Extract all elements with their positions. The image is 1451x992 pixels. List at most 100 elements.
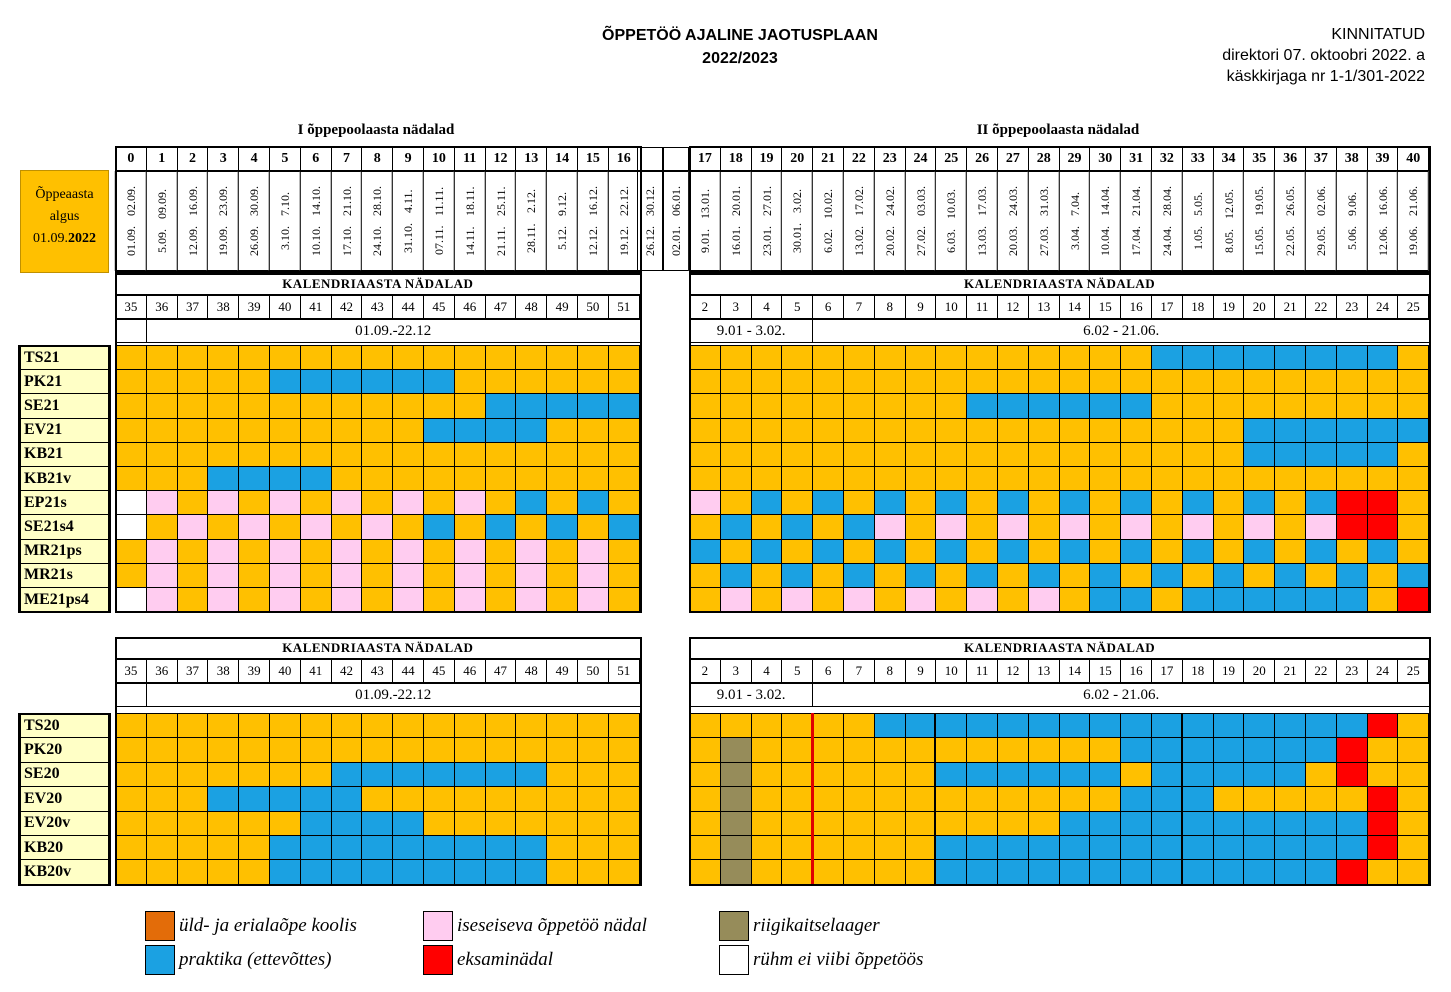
calendar-week-number: 5 — [781, 295, 814, 319]
schedule-cell — [145, 417, 178, 443]
study-week-number: 18 — [719, 147, 752, 171]
schedule-cell — [269, 441, 301, 467]
title-text: ÕPPETÖÖ AJALINE JAOTUSPLAAN — [602, 27, 878, 44]
schedule-cell — [1397, 393, 1430, 419]
calendar-week-number: 50 — [577, 659, 609, 683]
schedule-cell — [484, 761, 517, 788]
calendar-week-number: 19 — [1212, 295, 1245, 319]
schedule-cell — [1181, 562, 1214, 588]
schedule-cell — [330, 441, 363, 467]
schedule-cell — [176, 514, 209, 540]
first-semester-label: I õppepoolaasta nädalad — [297, 122, 455, 138]
group-label: PK21 — [20, 369, 109, 395]
schedule-cell — [1243, 345, 1276, 371]
group-label: KB21 — [20, 441, 109, 467]
second-semester-label: II õppepoolaasta nädalad — [976, 122, 1140, 138]
study-week-number: 38 — [1335, 147, 1368, 171]
schedule-cell — [781, 417, 814, 443]
schedule-cell — [607, 538, 640, 564]
calendar-week-number: 43 — [361, 659, 394, 683]
schedule-cell — [1089, 713, 1122, 739]
table2-frame-first — [115, 637, 642, 886]
calendar-week-number: 49 — [546, 659, 578, 683]
calendar-week-number: 14 — [1058, 295, 1091, 319]
schedule-cell — [453, 514, 486, 540]
schedule-cell — [1058, 345, 1091, 371]
schedule-cell — [966, 490, 998, 516]
group-label: KB21v — [20, 466, 109, 492]
week-end-date: 30.12. — [643, 186, 657, 216]
schedule-cell — [392, 713, 424, 739]
school-year-start-box: Õppeaasta algus 01.09.2022 — [20, 170, 109, 273]
schedule-cell — [873, 490, 906, 516]
legend-item: rühm ei viibi õppetöös — [719, 945, 923, 975]
schedule-cell — [515, 587, 548, 613]
schedule-cell — [484, 417, 517, 443]
schedule-cell — [1212, 713, 1245, 739]
schedule-cell — [1212, 562, 1245, 588]
schedule-cell — [361, 562, 394, 588]
schedule-cell — [115, 393, 147, 419]
schedule-cell — [423, 466, 455, 492]
schedule-cell — [1335, 761, 1368, 788]
calendar-week-number: 16 — [1120, 295, 1152, 319]
schedule-cell — [1212, 417, 1245, 443]
schedule-cell — [361, 737, 394, 763]
calendar-week-number: 37 — [176, 295, 209, 319]
schedule-cell — [484, 737, 517, 763]
orange-swatch — [145, 911, 175, 941]
calendar-week-number: 15 — [1089, 295, 1122, 319]
schedule-cell — [966, 369, 998, 395]
schedule-cell — [1027, 587, 1060, 613]
schedule-cell — [361, 587, 394, 613]
schedule-cell — [238, 345, 270, 371]
calendar-week-number: 3 — [719, 659, 752, 683]
schedule-cell — [392, 538, 424, 564]
schedule-cell — [1366, 466, 1399, 492]
calendar-week-number: 4 — [750, 659, 783, 683]
schedule-cell — [238, 417, 270, 443]
schedule-cell — [607, 514, 640, 540]
schedule-cell — [546, 538, 578, 564]
schedule-cell — [935, 345, 968, 371]
schedule-cell — [330, 490, 363, 516]
week-end-date: 06.01. — [669, 186, 683, 216]
schedule-cell — [1305, 490, 1337, 516]
study-week-number: 7 — [330, 147, 363, 171]
schedule-cell — [719, 466, 752, 492]
schedule-cell — [207, 417, 240, 443]
period-second-a: 9.01 - 3.02. — [689, 683, 814, 707]
schedule-cell — [145, 466, 178, 492]
schedule-cell — [299, 441, 332, 467]
calendar-week-number: 35 — [115, 295, 147, 319]
schedule-cell — [1397, 713, 1430, 739]
study-week-number: 29 — [1058, 147, 1091, 171]
group-label: EV21 — [20, 417, 109, 443]
calendar-week-number: 6 — [812, 295, 844, 319]
schedule-cell — [719, 490, 752, 516]
schedule-cell — [1120, 393, 1152, 419]
calendar-week-number: 36 — [145, 295, 178, 319]
period-second-b: 6.02 - 21.06. — [812, 683, 1431, 707]
schedule-cell — [935, 441, 968, 467]
schedule-cell — [361, 345, 394, 371]
schedule-cell — [546, 345, 578, 371]
table2-frame-second — [689, 637, 1432, 886]
schedule-cell — [750, 466, 783, 492]
schedule-cell — [423, 737, 455, 763]
schedule-cell — [176, 345, 209, 371]
schedule-cell — [453, 538, 486, 564]
legend-label: riigikaitselaager — [753, 915, 880, 936]
schedule-cell — [1120, 369, 1152, 395]
schedule-cell — [843, 761, 875, 788]
schedule-cell — [1058, 417, 1091, 443]
calendar-week-number: 11 — [966, 295, 998, 319]
schedule-cell — [1181, 345, 1214, 371]
schedule-cell — [238, 587, 270, 613]
schedule-cell — [997, 369, 1029, 395]
calendar-week-number: 8 — [873, 295, 906, 319]
calendar-week-number: 45 — [423, 659, 455, 683]
schedule-cell — [1305, 345, 1337, 371]
calendar-week-number: 40 — [269, 659, 301, 683]
schedule-cell — [1181, 587, 1214, 613]
